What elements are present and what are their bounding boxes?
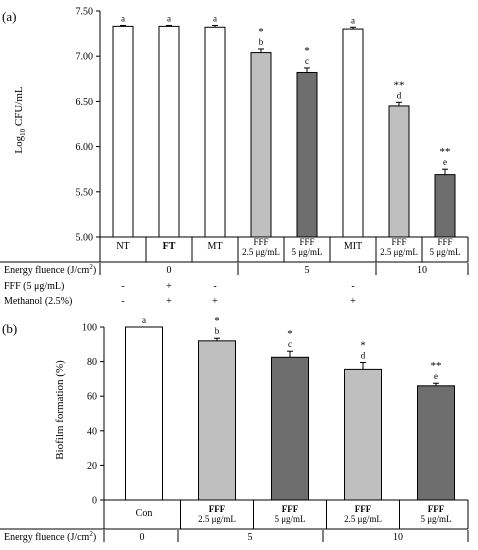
panel-a-condition-cell: + [166, 281, 172, 292]
panel-a-condition-cell: 5 [305, 265, 310, 276]
panel-a-significance-letter: b [259, 37, 264, 47]
panel-a-category-label: 2.5 μg/mL [380, 247, 418, 257]
panel-b-condition-cell: 10 [393, 532, 403, 543]
panel-a-category-label: FT [163, 241, 176, 252]
panel-b-category-label: FFF [428, 504, 445, 514]
panel-b-ylabel: Biofilm formation (%) [54, 360, 66, 460]
panel-a-category-label: FFF [253, 237, 268, 247]
panel-a-significance-star: * [258, 26, 264, 38]
panel-a-condition-cell: - [121, 296, 124, 307]
panel-a-y-tick-label: 7.50 [76, 7, 94, 18]
panel-b-y-tick-label: 60 [87, 392, 97, 403]
panel-a-significance-star: * [304, 45, 310, 57]
panel-b-label: (b) [2, 321, 17, 336]
panel-b-significance-star: * [287, 328, 293, 340]
panel-a-category-label: FFF [299, 237, 314, 247]
panel-b-significance-star: * [360, 339, 366, 351]
panel-b-cond-energy-label: Energy fluence (J/cm2) [4, 530, 96, 543]
panel-b-y-tick-label: 40 [87, 426, 97, 437]
panel-b-y-tick-label: 0 [92, 496, 97, 507]
panel-a-bar [204, 26, 226, 238]
panel-a-condition-cell: 0 [167, 265, 172, 276]
panel-a-ylabel: Log10 CFU/mL [13, 86, 27, 153]
panel-a-significance-star: ** [394, 79, 405, 91]
panel-a-cond-fff-label: FFF (5 μg/mL) [4, 281, 64, 292]
panel-b-condition-cell: 5 [248, 532, 253, 543]
panel-b-category-label: 2.5 μg/mL [344, 514, 382, 524]
panel-b-category-label: FFF [355, 504, 372, 514]
panel-a-category-label: MIT [344, 241, 362, 252]
panel-a-condition-cell: - [213, 281, 216, 292]
panel-a-category-label: FFF [391, 237, 406, 247]
panel-b-y-tick-label: 80 [87, 357, 97, 368]
panel-a-y-tick-label: 5.00 [76, 233, 94, 244]
panel-a-category-label: FFF [437, 237, 452, 247]
panel-b-condition-cell: 0 [140, 532, 145, 543]
panel-a-bar [158, 25, 180, 238]
panel-a-significance-letter: d [397, 90, 402, 100]
panel-a-condition-cell: - [121, 281, 124, 292]
panel-a-label: (a) [2, 9, 16, 24]
panel-a-condition-cell: - [351, 281, 354, 292]
panel-a-bar [112, 25, 134, 238]
panel-b-y-tick-label: 100 [82, 323, 97, 334]
panel-b-significance-letter: b [215, 326, 220, 336]
panel-b-significance-letter: e [434, 371, 438, 381]
panel-b-bar [271, 356, 309, 501]
panel-b-category-label: 5 μg/mL [274, 514, 305, 524]
panel-b-y-tick-label: 20 [87, 461, 97, 472]
panel-a-y-tick-label: 6.50 [76, 97, 94, 108]
panel-a-bar [388, 105, 410, 238]
panel-a-bar [434, 174, 456, 238]
panel-a-condition-cell: + [350, 296, 356, 307]
panel-b-significance-letter: c [288, 339, 292, 349]
panel-a-cond-methanol-label: Methanol (2.5%) [4, 296, 72, 307]
panel-a-condition-cell: 10 [417, 265, 427, 276]
panel-b-category-label: FFF [209, 504, 226, 514]
panel-b-bar [125, 326, 163, 501]
panel-b-significance-letter: a [142, 315, 146, 325]
panel-a-condition-cell: + [166, 296, 172, 307]
panel-b-significance-letter: d [361, 350, 366, 360]
panel-a-significance-letter: a [121, 13, 125, 23]
panel-a-cond-energy-label: Energy fluence (J/cm2) [4, 263, 96, 276]
panel-a-category-label: NT [116, 241, 129, 252]
panel-a-y-tick-label: 5.50 [76, 187, 94, 198]
panel-a-significance-letter: a [351, 15, 355, 25]
panel-a-bar [250, 52, 272, 238]
panel-a-category-label: 5 μg/mL [291, 247, 322, 257]
panel-a-significance-letter: a [213, 13, 217, 23]
panel-a-bar [342, 28, 364, 238]
panel-a-condition-cell: + [212, 296, 218, 307]
panel-a-significance-star: ** [440, 146, 451, 158]
panel-b-bar [417, 385, 455, 501]
panel-a-significance-letter: c [305, 56, 309, 66]
panel-b-category-label: 2.5 μg/mL [198, 514, 236, 524]
panel-a-y-tick-label: 6.00 [76, 142, 94, 153]
panel-a-category-label: 5 μg/mL [429, 247, 460, 257]
panel-a-bar [296, 71, 318, 238]
panel-a-y-tick-label: 7.00 [76, 52, 94, 63]
panel-b-significance-star: ** [431, 360, 442, 372]
panel-a-significance-letter: a [167, 13, 171, 23]
panel-b-significance-star: * [214, 315, 220, 327]
panel-b-category-label: Con [136, 508, 153, 519]
panel-b-category-label: FFF [282, 504, 299, 514]
panel-b-bar [344, 368, 382, 501]
panel-b-category-label: 5 μg/mL [420, 514, 451, 524]
panel-a-significance-letter: e [443, 157, 447, 167]
panel-a-category-label: MT [208, 241, 223, 252]
panel-a-category-label: 2.5 μg/mL [242, 247, 280, 257]
panel-b-bar [198, 340, 236, 501]
